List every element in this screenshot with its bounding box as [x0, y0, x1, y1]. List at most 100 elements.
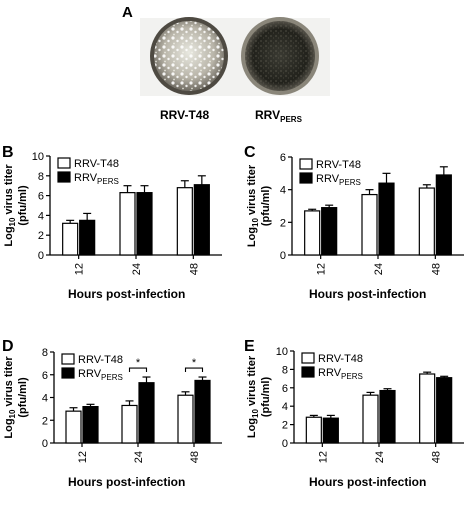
y-axis-title-units: (pfu/ml): [17, 377, 29, 418]
bar-rrv-pers-48h: [435, 174, 452, 256]
x-axis-title: Hours post-infection: [309, 475, 426, 489]
bar-rrv-t48-24h: [121, 404, 138, 444]
y-axis-title-units: (pfu/ml): [260, 377, 272, 418]
bar-rrv-pers-24h: [136, 192, 153, 256]
bar-rrv-t48-12h: [304, 210, 321, 256]
bar-rrv-pers-24h: [138, 382, 155, 444]
significance-bracket: [184, 367, 204, 373]
legend-label: RRV-T48: [318, 353, 363, 365]
legend-swatch: [301, 366, 315, 378]
x-tick-label: 48: [188, 263, 200, 275]
legend-label: RRVPERS: [316, 173, 361, 187]
y-tick-label: 0: [282, 438, 288, 450]
y-tick-label: 4: [280, 185, 286, 197]
legend-swatch: [61, 367, 75, 379]
x-tick-label: 24: [133, 451, 145, 463]
y-axis-title: Log10 virus titer: [246, 355, 260, 438]
bar-rrv-pers-12h: [82, 406, 99, 444]
bar-rrv-pers-12h: [322, 417, 339, 444]
y-tick-label: 2: [38, 230, 44, 242]
x-tick-label: 24: [374, 451, 386, 463]
y-tick-label: 6: [280, 152, 286, 164]
legend-swatch: [301, 352, 315, 364]
legend-swatch: [299, 158, 313, 170]
y-tick-label: 4: [42, 393, 48, 405]
x-tick-label: 12: [317, 451, 329, 463]
panel-e-letter: E: [244, 338, 255, 355]
bar-rrv-pers-24h: [378, 182, 395, 256]
x-tick-label: 24: [131, 263, 143, 275]
significance-star: *: [192, 357, 197, 369]
y-tick-label: 0: [42, 438, 48, 450]
x-tick-label: 48: [431, 451, 443, 463]
bar-rrv-pers-48h: [193, 184, 210, 256]
y-axis-title-units: (pfu/ml): [260, 186, 272, 227]
y-axis-title-units: (pfu/ml): [17, 185, 29, 226]
x-tick-label: 24: [373, 263, 385, 275]
x-axis-title: Hours post-infection: [68, 475, 185, 489]
panel-a-letter: A: [122, 4, 133, 21]
x-tick-label: 48: [430, 263, 442, 275]
panel-a: A RRV-T48 RRVPERS: [122, 4, 330, 124]
y-axis-title: Log10 virus titer: [3, 164, 17, 247]
legend-label: RRVPERS: [78, 368, 123, 382]
legend-swatch: [57, 171, 71, 183]
bar-rrv-t48-48h: [177, 394, 194, 444]
bar-rrv-t48-48h: [419, 373, 436, 444]
y-tick-label: 8: [38, 171, 44, 183]
y-tick-label: 10: [32, 151, 44, 163]
y-tick-label: 2: [280, 217, 286, 229]
y-tick-label: 8: [42, 347, 48, 359]
y-tick-label: 8: [282, 364, 288, 376]
y-tick-label: 6: [38, 191, 44, 203]
legend-label: RRV-T48: [78, 354, 123, 366]
x-axis-title: Hours post-infection: [68, 287, 185, 301]
panel-b-letter: B: [2, 144, 14, 161]
y-tick-label: 2: [42, 415, 48, 427]
bar-rrv-pers-48h: [194, 379, 211, 444]
x-axis-title: Hours post-infection: [309, 287, 426, 301]
bar-rrv-t48-24h: [361, 193, 378, 256]
x-tick-label: 12: [316, 263, 328, 275]
significance-star: *: [136, 357, 141, 369]
panel-c-letter: C: [244, 144, 256, 161]
panel-d-letter: D: [2, 338, 14, 355]
bar-rrv-pers-12h: [79, 219, 96, 256]
y-tick-label: 2: [282, 420, 288, 432]
y-tick-label: 6: [42, 370, 48, 382]
legend-label: RRV-T48: [316, 159, 361, 171]
y-tick-label: 0: [38, 250, 44, 262]
y-axis-title: Log10 virus titer: [246, 164, 260, 247]
bar-rrv-t48-12h: [62, 222, 79, 256]
bar-rrv-t48-24h: [362, 394, 379, 444]
legend-swatch: [57, 157, 71, 169]
y-tick-label: 0: [280, 250, 286, 262]
legend-swatch: [299, 172, 313, 184]
y-tick-label: 4: [282, 401, 288, 413]
x-tick-label: 12: [77, 451, 89, 463]
bar-rrv-t48-48h: [176, 187, 193, 256]
y-tick-label: 4: [38, 210, 44, 222]
legend-swatch: [61, 353, 75, 365]
dish-rrv-pers-label: RRVPERS: [255, 108, 303, 124]
bar-rrv-pers-48h: [436, 377, 453, 444]
bar-rrv-t48-12h: [305, 416, 322, 444]
y-axis-title: Log10 virus titer: [3, 356, 17, 439]
bar-rrv-t48-12h: [65, 410, 82, 444]
bar-rrv-t48-24h: [119, 192, 136, 256]
bar-rrv-t48-48h: [418, 187, 435, 256]
dish-rrv-t48-image: [150, 17, 228, 95]
bar-rrv-pers-12h: [321, 207, 338, 256]
y-tick-label: 6: [282, 383, 288, 395]
x-tick-label: 12: [74, 263, 86, 275]
x-tick-label: 48: [189, 451, 201, 463]
legend-label: RRV-T48: [74, 158, 119, 170]
dish-rrv-pers-image: [241, 17, 319, 95]
bar-rrv-pers-24h: [379, 389, 396, 444]
